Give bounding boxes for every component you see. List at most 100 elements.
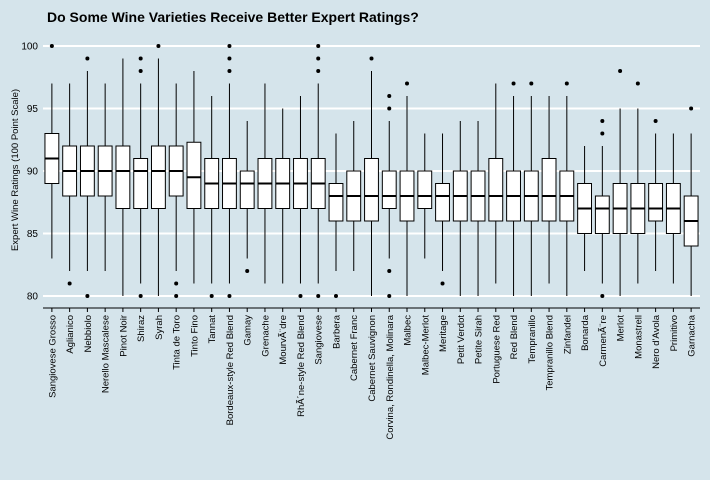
x-tick-label: Tannat: [207, 315, 218, 344]
outlier-point: [689, 106, 694, 111]
outlier-point: [174, 294, 179, 298]
box-18: [346, 121, 362, 271]
box-3: [79, 56, 95, 298]
y-tick-label: 80: [27, 292, 39, 303]
x-tick-label: Syrah: [154, 315, 165, 340]
x-tick-label: Petit Verdot: [456, 315, 467, 364]
x-tick-label: Malbec-Merlot: [420, 315, 431, 376]
outlier-point: [511, 81, 516, 86]
box-1: [44, 44, 60, 259]
outlier-point: [138, 294, 143, 298]
outlier-point: [316, 294, 321, 298]
outlier-point: [85, 56, 90, 61]
x-tick-label: Tinto Fino: [189, 315, 200, 357]
x-tick-label: Gamay: [243, 315, 254, 346]
outlier-point: [600, 119, 605, 123]
x-tick-label: CarmenÃ¨re: [598, 315, 609, 367]
x-tick-label: RhÃ´ne-style Red Blend: [296, 315, 307, 417]
box-10: [204, 96, 220, 298]
x-tick-label: Zinfandel: [562, 315, 573, 354]
outlier-point: [387, 294, 392, 298]
outlier-point: [618, 69, 623, 73]
outlier-point: [67, 281, 72, 286]
box-17: [328, 133, 344, 298]
box-34: [630, 81, 646, 284]
box-29: [541, 96, 557, 284]
box-27: [506, 81, 521, 296]
x-tick-label: Grenache: [260, 315, 271, 357]
box-6: [133, 56, 149, 298]
box-iqr: [133, 158, 149, 209]
outlier-point: [316, 56, 321, 61]
x-tick-label: Sangiovese: [314, 315, 325, 365]
outlier-point: [298, 294, 303, 298]
outlier-point: [529, 81, 534, 86]
box-12: [239, 121, 255, 273]
box-31: [577, 146, 593, 271]
box-iqr: [488, 158, 504, 222]
box-iqr: [381, 170, 397, 209]
outlier-point: [564, 81, 569, 86]
box-iqr: [186, 141, 202, 209]
box-iqr: [239, 170, 255, 209]
box-37: [683, 106, 699, 296]
box-iqr: [417, 170, 433, 209]
outlier-point: [387, 106, 392, 111]
outlier-point: [405, 81, 410, 86]
outlier-point: [387, 94, 392, 98]
x-tick-label: Garnacha: [687, 314, 698, 356]
box-7: [150, 44, 166, 296]
box-5: [115, 58, 131, 296]
box-24: [452, 121, 468, 296]
outlier-point: [49, 44, 54, 48]
x-tick-label: Cabernet Sauvignon: [367, 315, 378, 402]
box-9: [186, 71, 202, 284]
x-tick-label: Merlot: [616, 315, 627, 342]
box-32: [594, 119, 610, 298]
x-tick-label: Nero d'Avola: [651, 314, 662, 369]
outlier-point: [316, 44, 321, 48]
outlier-point: [600, 294, 605, 298]
box-4: [97, 83, 113, 271]
outlier-point: [369, 56, 374, 61]
x-tick-label: Sangiovese Grosso: [47, 315, 58, 398]
box-20: [381, 94, 397, 298]
outlier-point: [316, 69, 321, 73]
box-iqr: [435, 183, 450, 222]
y-axis-label: Expert Wine Ratings (100 Point Scale): [10, 89, 21, 251]
outlier-point: [227, 44, 232, 48]
x-tick-label: Red Blend: [509, 315, 520, 359]
x-tick-label: Tinta de Toro: [172, 315, 183, 370]
box-23: [435, 133, 450, 286]
x-tick-label: Nebbiolo: [83, 315, 94, 353]
box-16: [310, 44, 326, 298]
outlier-point: [227, 69, 232, 73]
box-iqr: [648, 183, 664, 222]
x-tick-label: Malbec: [403, 315, 414, 346]
box-iqr: [364, 158, 379, 222]
x-tick-label: Shiraz: [136, 315, 147, 342]
box-36: [665, 133, 681, 284]
outlier-point: [227, 294, 232, 298]
outlier-point: [635, 81, 640, 86]
y-axis: 80 85 90 95 100: [21, 42, 38, 303]
box-14: [275, 108, 291, 284]
box-35: [648, 119, 664, 271]
outlier-point: [440, 281, 445, 286]
y-tick-label: 85: [27, 229, 39, 240]
outlier-point: [174, 281, 179, 286]
box-22: [417, 133, 433, 259]
box-iqr: [594, 195, 610, 234]
x-tick-label: Tempranillo: [527, 315, 538, 364]
outlier-point: [138, 69, 143, 73]
y-tick-label: 95: [27, 104, 39, 115]
box-iqr: [541, 158, 557, 222]
x-tick-label: Nerello Mascalese: [101, 315, 112, 393]
outlier-point: [653, 119, 658, 123]
x-tick-label: Tempranillo Blend: [545, 315, 556, 391]
outlier-point: [245, 269, 250, 273]
x-axis: Sangiovese Grosso Aglianico Nebbiolo Nerell…: [43, 307, 700, 440]
box-28: [523, 81, 539, 296]
